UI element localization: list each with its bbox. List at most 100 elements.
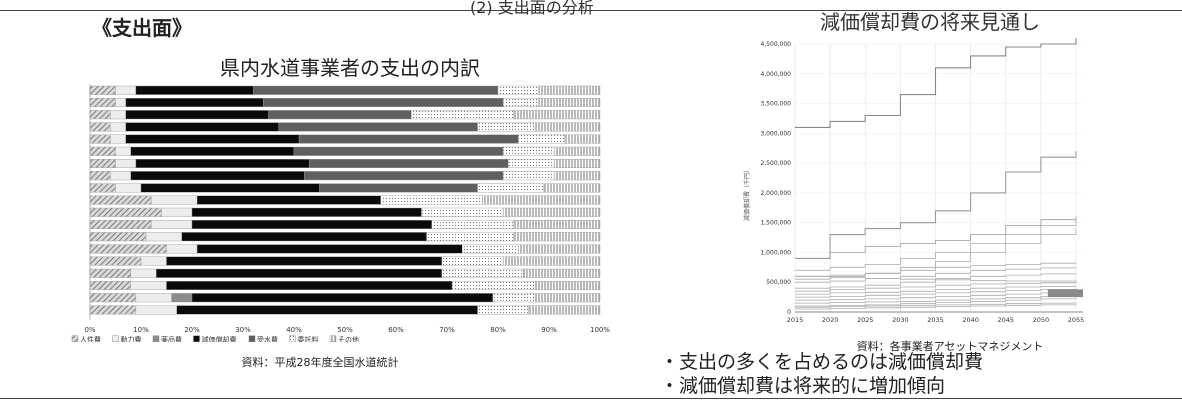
bar-segment-受水費 (252, 85, 499, 95)
bar-segment-その他 (502, 207, 601, 217)
line-x-tick-label: 2050 (1033, 316, 1050, 324)
bar-segment-動力費 (135, 305, 177, 315)
bar-segment-委託料 (477, 183, 545, 193)
line-x-tick-label: 2015 (787, 316, 804, 324)
bar-segment-委託料 (492, 293, 534, 303)
line-y-tick-label: 3,000,000 (760, 130, 791, 137)
line-chart-title: 減価償却費の将来見通し (820, 10, 1040, 34)
bar-x-tick-label: 70% (439, 326, 455, 334)
bar-segment-受水費 (268, 110, 412, 120)
bar-segment-委託料 (441, 268, 524, 278)
bar-segment-委託料 (518, 134, 565, 144)
legend-swatch (289, 335, 296, 342)
bar-segment-人件費 (89, 183, 116, 193)
bar-segment-動力費 (115, 146, 132, 156)
bar-segment-減価償却費 (156, 268, 443, 278)
bar-segment-減価償却費 (125, 134, 300, 144)
legend-label: 減価償却費 (202, 335, 237, 342)
line-series-3 (795, 216, 1077, 259)
line-chart-marker (1047, 289, 1083, 298)
bar-segment-動力費 (130, 280, 167, 290)
bar-segment-その他 (538, 98, 601, 108)
bar-segment-受水費 (293, 146, 504, 156)
bar-segment-動力費 (135, 293, 172, 303)
bar-segment-その他 (518, 244, 601, 254)
line-x-tick-label: 2030 (892, 316, 909, 324)
bar-segment-動力費 (166, 244, 198, 254)
bar-segment-減価償却費 (166, 256, 443, 266)
bar-x-tick-label: 0% (84, 326, 95, 334)
bar-segment-その他 (538, 85, 601, 95)
bar-segment-人件費 (89, 122, 111, 132)
bar-segment-減価償却費 (176, 305, 478, 315)
finding-item: ・減価償却費は将来的に増加傾向 (660, 375, 946, 397)
bar-segment-減価償却費 (130, 171, 305, 181)
line-series-17 (795, 304, 1077, 310)
bar-segment-委託料 (426, 232, 514, 242)
finding-item: ・支出の多くを占めるのは減価償却費 (660, 351, 984, 373)
stacked-chart-source: 資料：平成28年度全国水道統計 (241, 356, 399, 369)
line-series-10 (795, 282, 1077, 292)
line-series-15 (795, 297, 1077, 307)
bar-x-tick-label: 10% (133, 326, 149, 334)
top-rule (0, 10, 1182, 11)
legend-label: 薬品費 (161, 335, 182, 342)
bar-segment-人件費 (89, 98, 116, 108)
bar-segment-減価償却費 (191, 219, 432, 229)
bar-segment-減価償却費 (196, 195, 381, 205)
bar-segment-減価償却費 (125, 98, 264, 108)
bar-segment-動力費 (115, 158, 137, 168)
line-x-tick-label: 2045 (997, 316, 1014, 324)
bar-segment-動力費 (110, 110, 126, 120)
bar-segment-減価償却費 (191, 293, 494, 303)
bar-segment-減価償却費 (191, 207, 422, 217)
bar-segment-薬品費 (171, 293, 193, 303)
bar-segment-人件費 (89, 158, 116, 168)
bar-segment-動力費 (150, 219, 193, 229)
bar-segment-委託料 (441, 256, 504, 266)
bar-segment-受水費 (309, 158, 509, 168)
bar-x-tick-label: 40% (286, 326, 302, 334)
line-y-tick-label: 2,000,000 (760, 190, 791, 197)
bar-segment-動力費 (110, 171, 132, 181)
bar-x-tick-label: 60% (388, 326, 404, 334)
line-series-6 (795, 262, 1077, 277)
bar-segment-人件費 (89, 110, 111, 120)
bar-segment-受水費 (303, 171, 504, 181)
bar-segment-人件費 (89, 232, 147, 242)
bar-segment-受水費 (263, 98, 504, 108)
legend-label: その他 (338, 335, 359, 342)
bar-segment-動力費 (110, 134, 126, 144)
bar-x-tick-label: 90% (541, 326, 557, 334)
bar-segment-委託料 (462, 244, 519, 254)
bar-segment-人件費 (89, 280, 131, 290)
line-chart-source: 資料：各事業者アセットマネジメント (856, 340, 1044, 353)
bar-segment-減価償却費 (166, 280, 453, 290)
bar-segment-受水費 (298, 134, 519, 144)
line-series-7 (795, 267, 1077, 283)
bar-segment-その他 (523, 268, 601, 278)
line-chart: 2015 2020 2025 2030 2035 2040 2045 2050 2055 0 500… (743, 38, 1084, 324)
stacked-bar-chart: 0% 10% 20% 30% 40% 50% 60% 70% 80% 90% 100% 人件費 動力費… (71, 84, 610, 342)
bar-segment-減価償却費 (196, 244, 463, 254)
line-series-12 (795, 288, 1077, 298)
bar-segment-受水費 (278, 122, 478, 132)
bar-segment-動力費 (145, 232, 182, 242)
bar-segment-動力費 (110, 122, 126, 132)
line-series-11 (795, 285, 1077, 295)
bar-segment-その他 (513, 219, 601, 229)
legend-swatch (193, 335, 200, 342)
bar-segment-動力費 (161, 207, 193, 217)
bar-segment-人件費 (89, 195, 152, 205)
legend-swatch (112, 335, 119, 342)
bar-segment-動力費 (130, 268, 157, 278)
bar-segment-減価償却費 (125, 110, 269, 120)
legend-label: 人件費 (80, 335, 101, 342)
bar-segment-人件費 (89, 146, 116, 156)
bar-segment-その他 (482, 195, 601, 205)
bar-segment-委託料 (508, 158, 555, 168)
line-y-tick-label: 1,500,000 (760, 220, 791, 227)
bar-segment-動力費 (115, 85, 137, 95)
bar-segment-人件費 (89, 207, 162, 217)
legend-label: 受水費 (257, 335, 278, 342)
